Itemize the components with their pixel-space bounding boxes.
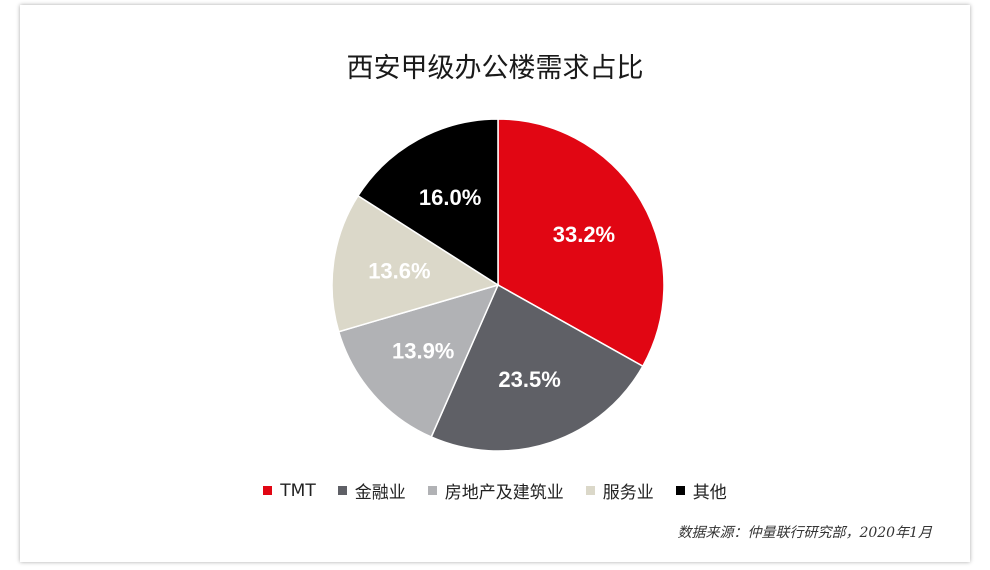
pie-slice-services: [331, 194, 500, 333]
pie-data-labels: 33.2% 23.5% 13.9% 13.6% 16.0%: [368, 185, 615, 392]
legend-label: 房地产及建筑业: [444, 483, 564, 503]
legend-label: TMT: [280, 480, 316, 501]
pie-slices: [331, 118, 665, 452]
legend-label: 其他: [692, 483, 727, 503]
legend-item-services: 服务业: [585, 478, 654, 503]
legend-label: 服务业: [602, 483, 654, 503]
pie-slice-real-estate: [337, 283, 500, 438]
legend-swatch: [337, 486, 347, 495]
legend: TMT 金融业 房地产及建筑业 服务业 其他: [0, 478, 990, 503]
source-note: 数据来源：仲量联行研究部，2020年1月: [677, 525, 932, 541]
pie-data-label: 13.6%: [368, 258, 430, 283]
legend-swatch: [585, 486, 595, 495]
pie-data-label: 33.2%: [553, 222, 615, 247]
legend-swatch: [675, 486, 685, 495]
pie-data-label: 16.0%: [419, 185, 481, 210]
legend-item-tmt: TMT: [263, 480, 316, 501]
chart-title: 西安甲级办公楼需求占比: [346, 53, 644, 84]
legend-item-other: 其他: [675, 478, 727, 503]
legend-swatch: [427, 486, 437, 495]
pie-slice-finance: [430, 283, 644, 452]
pie-slice-other: [356, 118, 499, 287]
legend-item-real-estate: 房地产及建筑业: [427, 478, 564, 503]
pie-data-label: 23.5%: [498, 367, 560, 392]
legend-swatch: [263, 486, 273, 495]
legend-item-finance: 金融业: [337, 478, 406, 503]
legend-label: 金融业: [354, 483, 406, 503]
pie-data-label: 13.9%: [392, 338, 454, 363]
pie-slice-tmt: [497, 118, 665, 368]
